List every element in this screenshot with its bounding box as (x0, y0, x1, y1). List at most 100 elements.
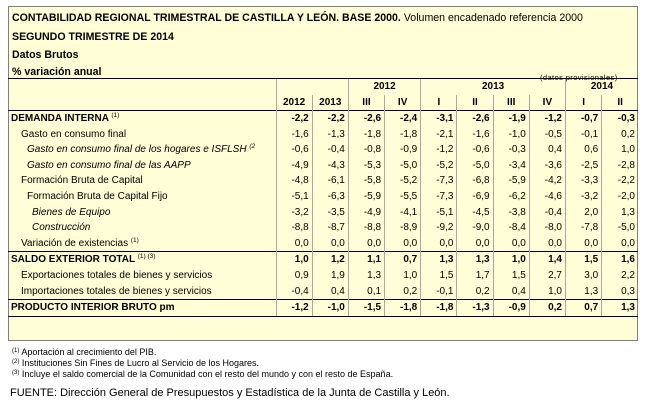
footnote: (1) Aportación al crecimiento del PIB. (12, 347, 157, 357)
cell-value: 1,3 (601, 299, 638, 317)
cell-value: 0,7 (384, 251, 421, 268)
row-label: Bienes de Equipo (32, 206, 111, 218)
cell-value: 1,9 (311, 267, 349, 284)
cell-value: -6,1 (311, 173, 349, 189)
cell-value: -8,7 (311, 220, 349, 236)
cell-value: 1,3 (347, 267, 385, 284)
col-year-2013: 2013 (311, 94, 349, 111)
period-heading: SEGUNDO TRIMESTRE DE 2014 (12, 31, 174, 43)
row-label: Gasto en consumo final (21, 128, 127, 140)
cell-value: 1,3 (456, 251, 494, 268)
cell-value: -9,2 (420, 220, 457, 236)
cell-value: 1,5 (492, 267, 530, 284)
cell-value: -1,0 (492, 126, 530, 143)
cell-value: 0,4 (492, 283, 530, 300)
measure-label: % variación anual (12, 66, 102, 78)
cell-value: 1,4 (528, 251, 566, 268)
row-label: Gasto en consumo final de las AAPP (27, 159, 191, 171)
cell-value: -3,2 (564, 188, 602, 205)
cell-value: -2,4 (384, 109, 421, 127)
cell-value: 1,2 (311, 251, 349, 268)
cell-value: -1,8 (420, 299, 457, 317)
cell-value: -1,6 (456, 126, 494, 143)
cell-value: -1,2 (528, 109, 566, 127)
cell-value: -2,1 (420, 126, 457, 143)
cell-value: 1,0 (528, 283, 566, 300)
cell-value: 2,2 (601, 267, 638, 284)
cell-value: -5,5 (384, 188, 421, 205)
cell-value: -6,3 (311, 188, 349, 205)
cell-value: 0,1 (347, 283, 385, 300)
table-row: Gasto en consumo final de los hogares e … (8, 142, 638, 158)
cell-value: 0,0 (420, 235, 457, 252)
cell-value: 3,0 (564, 267, 602, 284)
cell-value: 0,0 (564, 235, 602, 252)
row-label: Construcción (32, 222, 91, 234)
cell-value: 1,7 (456, 267, 494, 284)
table-title: CONTABILIDAD REGIONAL TRIMESTRAL DE CAST… (12, 12, 583, 24)
cell-value: -0,9 (384, 142, 421, 158)
cell-value: 0,0 (528, 235, 566, 252)
cell-value: -5,0 (384, 157, 421, 174)
cell-value: -3,2 (275, 204, 313, 221)
col-2014-q1: I (564, 94, 602, 111)
cell-value: -4,1 (384, 204, 421, 221)
cell-value: 0,9 (275, 267, 313, 284)
header-row-groups: 2012 2013 2014 (8, 78, 638, 95)
cell-value: -8,8 (275, 220, 313, 236)
footnote: (3) Incluye el saldo comercial de la Com… (12, 369, 394, 379)
row-label: Formación Bruta de Capital (21, 175, 143, 187)
cell-value: -0,5 (528, 126, 566, 143)
group-year-2013: 2013 (420, 78, 566, 95)
cell-value: -6,9 (456, 188, 494, 205)
cell-value: 0,0 (311, 235, 349, 252)
cell-value: -1,3 (456, 299, 494, 317)
cell-value: -1,2 (275, 299, 313, 317)
cell-value: 1,3 (601, 204, 638, 221)
cell-value: 0,2 (384, 283, 421, 300)
cell-value: -4,8 (275, 173, 313, 189)
cell-value: 1,0 (601, 142, 638, 158)
table-row: DEMANDA INTERNA (1) -2,2 -2,2 -2,6 -2,4 -3,1-… (8, 109, 638, 127)
cell-value: -5,3 (347, 157, 385, 174)
cell-value: -0,9 (492, 299, 530, 317)
cell-value: 0,4 (528, 142, 566, 158)
cell-value: 0,6 (564, 142, 602, 158)
footnote: (2) Instituciones Sin Fines de Lucro al … (12, 358, 259, 368)
col-2012-q4: IV (384, 94, 421, 111)
row-label: Variación de existencias (1) (21, 236, 139, 249)
table-row: Variación de existencias (1) 0,0 0,0 0,0 0,0… (8, 235, 638, 252)
data-table: 2012 2013 2014 2012 2013 III IV I II III… (8, 78, 638, 317)
cell-value: -1,5 (347, 299, 385, 317)
cell-value: -0,6 (456, 142, 494, 158)
footnotes: (1) Aportación al crecimiento del PIB. (… (12, 347, 393, 380)
cell-value: -3,6 (528, 157, 566, 174)
cell-value: -1,0 (311, 299, 349, 317)
table-row: Importaciones totales de bienes y servic… (8, 283, 638, 300)
cell-value: 1,3 (420, 251, 457, 268)
cell-value: 0,0 (275, 235, 313, 252)
cell-value: 2,0 (564, 204, 602, 221)
cell-value: 0,0 (601, 235, 638, 252)
col-year-2012: 2012 (275, 94, 313, 111)
cell-value: 2,7 (528, 267, 566, 284)
data-type-label: Datos Brutos (12, 49, 79, 61)
cell-value: -0,7 (564, 109, 602, 127)
cell-value: -6,8 (456, 173, 494, 189)
cell-value: -5,0 (601, 220, 638, 236)
cell-value: -1,8 (384, 126, 421, 143)
provisional-note: (datos provisionales) (540, 73, 618, 82)
cell-value: -5,2 (384, 173, 421, 189)
cell-value: -5,1 (275, 188, 313, 205)
cell-value: 0,3 (601, 283, 638, 300)
cell-value: -2,6 (347, 109, 385, 127)
cell-value: -0,4 (275, 283, 313, 300)
cell-value: -2,8 (601, 157, 638, 174)
row-label: Exportaciones totales de bienes y servic… (21, 269, 213, 281)
cell-value: -0,1 (420, 283, 457, 300)
cell-value: -1,6 (275, 126, 313, 143)
cell-value: -3,4 (492, 157, 530, 174)
cell-value: -4,3 (311, 157, 349, 174)
cell-value: 1,3 (564, 283, 602, 300)
cell-value: -5,1 (420, 204, 457, 221)
